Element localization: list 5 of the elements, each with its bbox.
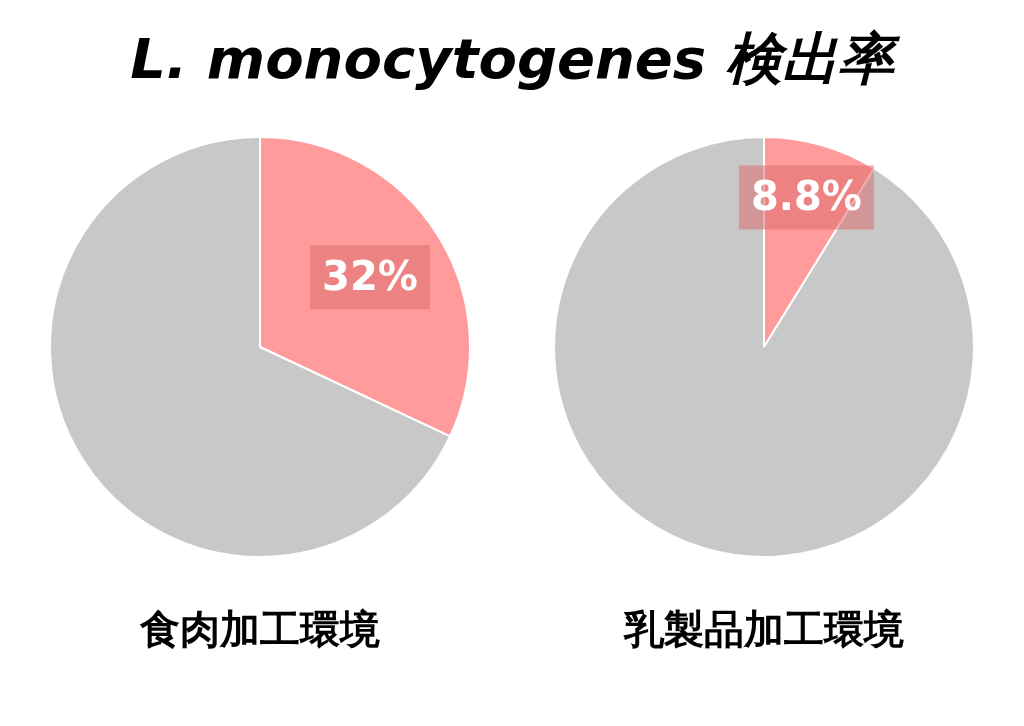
data-label: 8.8%: [750, 172, 862, 219]
text: 食肉加工環境: [140, 605, 380, 654]
data-label: 32%: [322, 252, 418, 299]
text: 乳製品加工環境: [624, 605, 904, 654]
chart-title: L. monocytogenes 検出率: [129, 25, 901, 93]
